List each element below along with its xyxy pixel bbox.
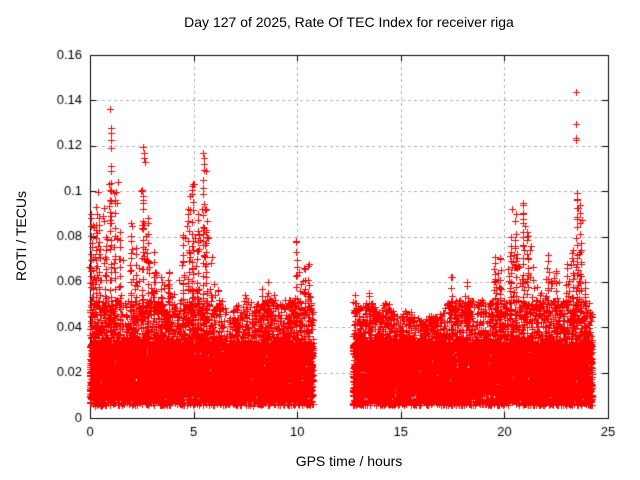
chart-title: Day 127 of 2025, Rate Of TEC Index for r…: [184, 14, 514, 30]
x-axis-label: GPS time / hours: [295, 453, 403, 469]
y-axis-label: ROTI / TECUs: [13, 191, 29, 281]
